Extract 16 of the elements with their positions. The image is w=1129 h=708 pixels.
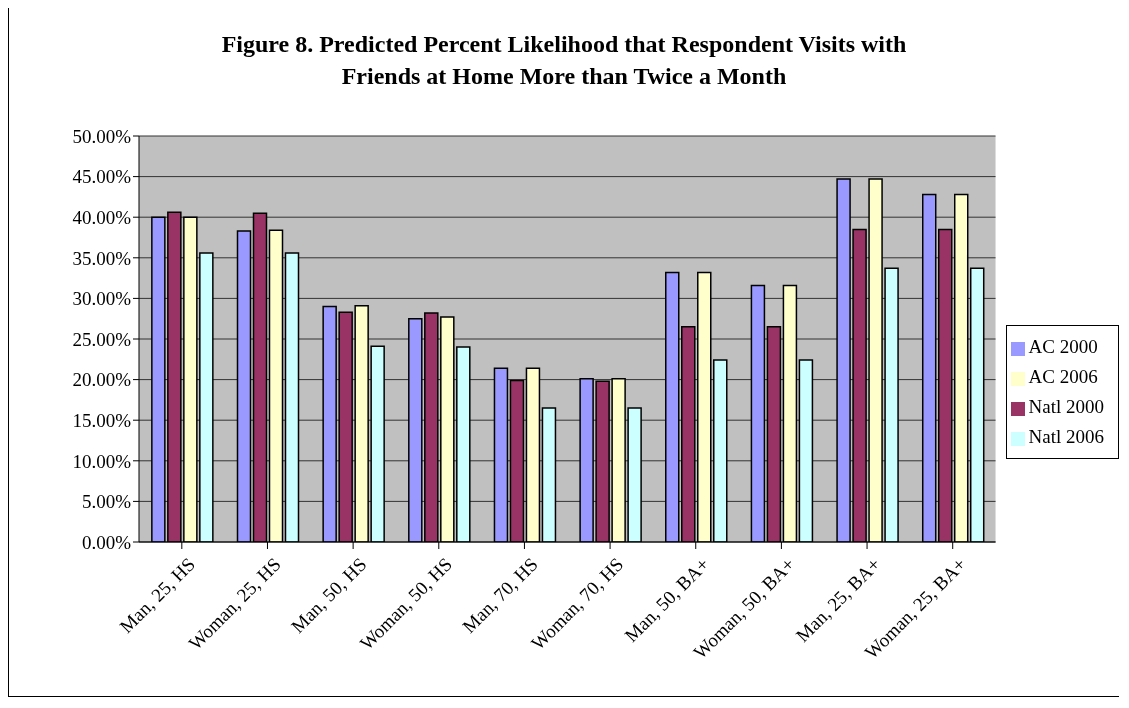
y-tick-label: 25.00%: [72, 328, 132, 350]
y-tick-label: 20.00%: [72, 369, 132, 391]
legend-label: AC 2006: [1028, 366, 1098, 387]
legend-label: Natl 2006: [1028, 426, 1104, 447]
y-tick-label: 15.00%: [72, 409, 132, 431]
legend-label: Natl 2000: [1028, 396, 1104, 417]
legend-label: AC 2000: [1028, 336, 1098, 357]
y-tick-label: 40.00%: [72, 206, 132, 228]
y-tick-label: 50.00%: [72, 125, 132, 147]
chart-title: Figure 8. Predicted Percent Likelihood that Respondent Visits with Friends at Home More than Twice a Month: [220, 30, 908, 91]
y-tick-label: 10.00%: [72, 450, 132, 472]
y-tick-label: 35.00%: [72, 247, 132, 269]
y-tick-label: 5.00%: [81, 491, 132, 513]
y-tick-label: 30.00%: [72, 288, 132, 310]
y-tick-label: 45.00%: [72, 166, 132, 188]
y-tick-label: 0.00%: [81, 531, 132, 553]
